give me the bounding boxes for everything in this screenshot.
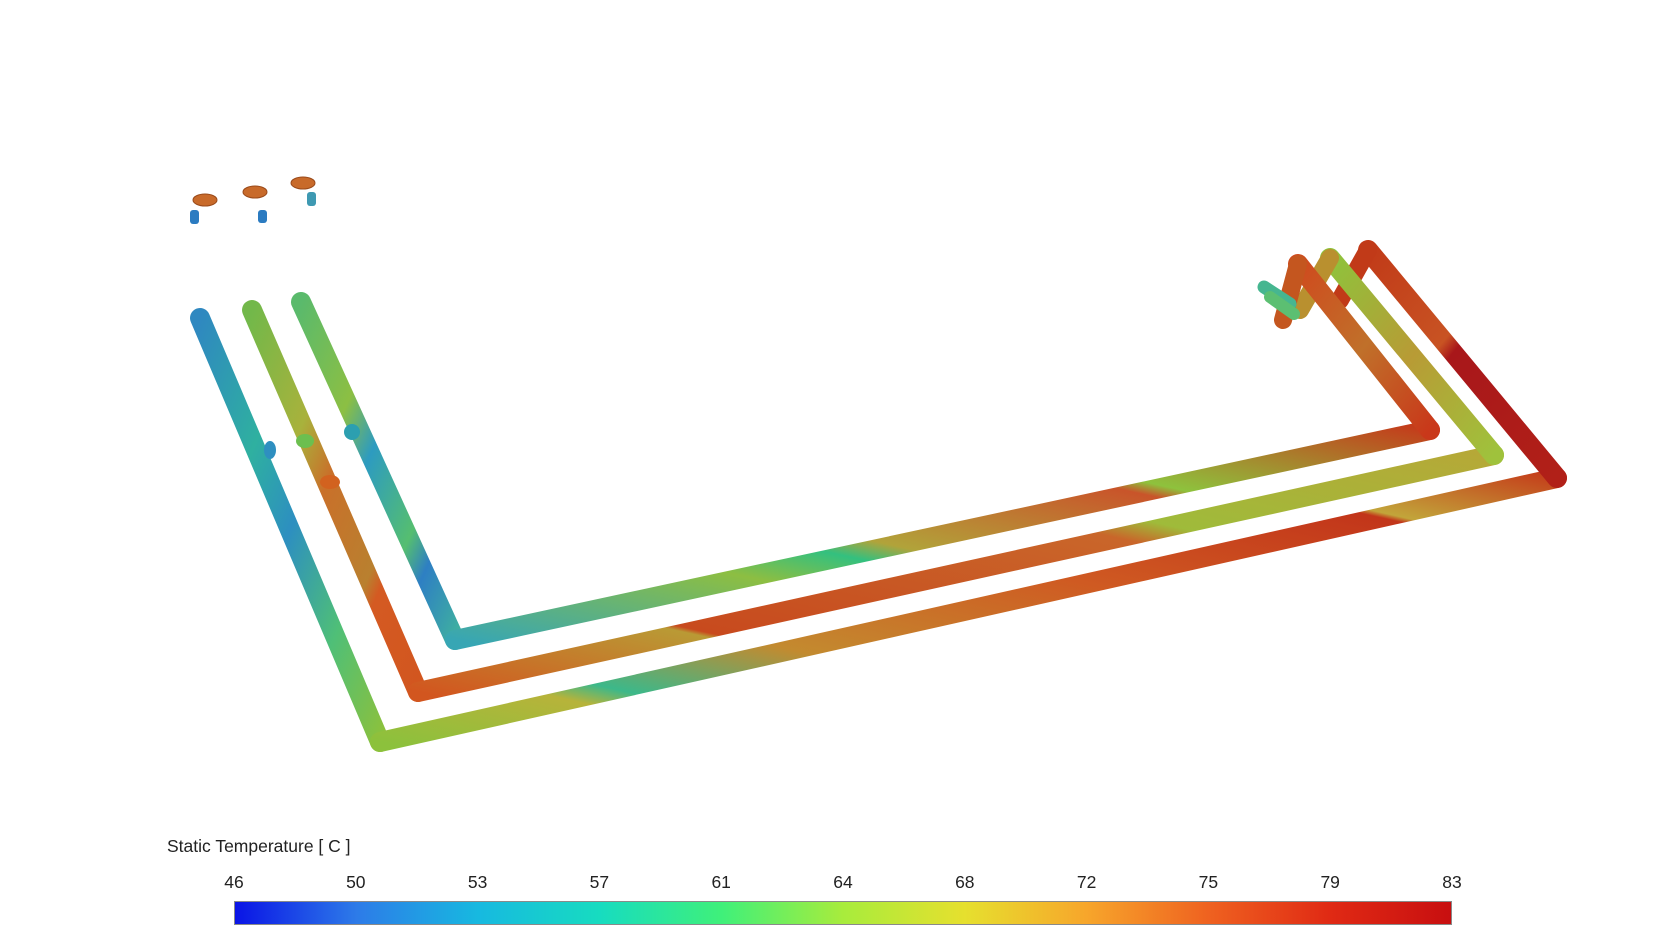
colorbar-tick-label: 75 bbox=[1198, 872, 1219, 892]
colorbar-tick-label: 53 bbox=[467, 872, 488, 892]
pipe-inner bbox=[291, 180, 1440, 650]
colorbar-tick-label: 46 bbox=[224, 872, 244, 892]
colorbar-tick-label: 72 bbox=[1076, 872, 1097, 892]
outlet-stubs bbox=[1257, 280, 1300, 320]
colorbar-tick-label: 79 bbox=[1320, 872, 1340, 892]
inlet-caps bbox=[190, 176, 316, 224]
pipe-fittings bbox=[264, 424, 360, 489]
colorbar-tick-label: 68 bbox=[955, 872, 975, 892]
colorbar-tick-labels: 46 50 53 57 61 64 68 72 75 79 83 bbox=[224, 872, 1461, 894]
colorbar-tick-label: 83 bbox=[1442, 872, 1462, 892]
colorbar-tick-label: 57 bbox=[589, 872, 610, 892]
pipe-middle bbox=[242, 190, 1504, 702]
colorbar bbox=[234, 901, 1452, 925]
colorbar-tick-label: 61 bbox=[711, 872, 731, 892]
colorbar-title: Static Temperature [ C ] bbox=[167, 836, 351, 856]
colorbar-tick-label: 50 bbox=[346, 872, 366, 892]
colorbar-tick-label: 64 bbox=[833, 872, 853, 892]
